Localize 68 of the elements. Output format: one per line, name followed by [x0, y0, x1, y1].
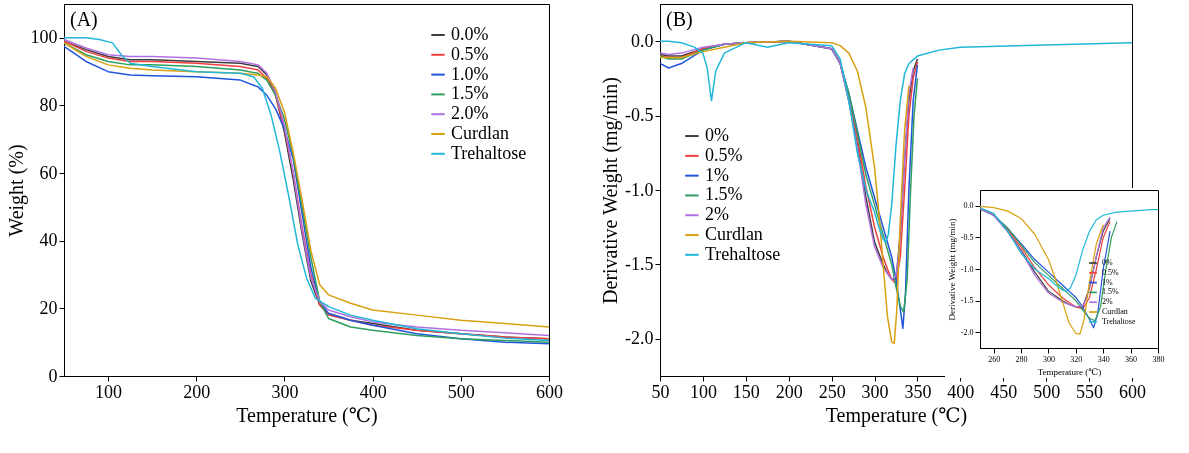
- x-tick-label: 400: [947, 381, 975, 402]
- y-tick-label: 40: [39, 230, 58, 251]
- legend-label: 2.0%: [451, 103, 489, 124]
- x-tick-label: 100: [95, 381, 123, 402]
- legend-label: Trehaltose: [451, 142, 527, 163]
- x-tick-label: 280: [1015, 354, 1028, 364]
- x-tick-label: 500: [1033, 381, 1061, 402]
- y-tick-label: -1.0: [625, 179, 654, 200]
- x-axis-title: Temperature (℃): [236, 403, 378, 427]
- annotation: (A): [70, 8, 98, 31]
- y-tick-label: -2.0: [960, 327, 974, 337]
- y-tick-label: -0.5: [625, 105, 654, 126]
- x-tick-label: 250: [818, 381, 846, 402]
- x-axis-title: Temperature (℃): [825, 403, 968, 427]
- x-tick-label: 380: [1152, 354, 1165, 364]
- x-tick-label: 100: [689, 381, 717, 402]
- legend-label: 0%: [704, 125, 729, 146]
- y-tick-label: 60: [39, 162, 58, 183]
- legend-label: 1%: [704, 164, 729, 185]
- x-tick-label: 550: [1076, 381, 1104, 402]
- x-tick-label: 200: [775, 381, 803, 402]
- legend-label: Trehaltose: [1102, 316, 1136, 326]
- x-tick-label: 320: [1070, 354, 1083, 364]
- legend-label: Curdlan: [451, 123, 509, 143]
- annotation: (B): [666, 8, 693, 31]
- legend-label: 1.5%: [704, 184, 743, 205]
- x-tick-label: 150: [732, 381, 760, 402]
- x-tick-label: 340: [1097, 354, 1110, 364]
- x-tick-label: 500: [447, 381, 475, 402]
- legend-label: 1.5%: [451, 83, 489, 104]
- y-tick-label: -1.0: [960, 264, 974, 274]
- y-tick-label: 0.0: [963, 201, 974, 211]
- y-axis-title: Weight (%): [4, 144, 28, 237]
- x-tick-label: 600: [536, 381, 563, 402]
- legend-label: 2%: [1102, 297, 1113, 307]
- x-tick-label: 260: [988, 354, 1001, 364]
- legend-label: 2%: [704, 204, 729, 225]
- x-tick-label: 450: [990, 381, 1018, 402]
- legend-label: 0.5%: [704, 144, 743, 165]
- legend-label: 0.0%: [451, 24, 489, 44]
- y-tick-label: 80: [39, 94, 58, 115]
- y-axis-title: Derivative Weight (mg/min): [946, 218, 957, 321]
- x-tick-label: 50: [651, 381, 670, 402]
- legend-label: 0.5%: [451, 43, 489, 64]
- x-tick-label: 400: [359, 381, 387, 402]
- x-tick-label: 360: [1125, 354, 1138, 364]
- x-tick-label: 200: [183, 381, 211, 402]
- legend-label: 1%: [1102, 277, 1113, 287]
- y-tick-label: 20: [39, 297, 58, 318]
- legend-label: Curdlan: [1102, 307, 1128, 316]
- x-axis-title: Temperature (℃): [1037, 366, 1102, 377]
- y-tick-label: -1.5: [625, 253, 654, 274]
- y-tick-label: 0.0: [631, 30, 654, 51]
- legend-label: Curdlan: [704, 224, 763, 245]
- x-tick-label: 350: [904, 381, 932, 402]
- x-tick-label: 300: [1042, 354, 1055, 364]
- x-tick-label: 300: [861, 381, 889, 402]
- y-axis-title: Derivative Weight (mg/min): [599, 77, 623, 304]
- legend-label: Trehaltose: [704, 243, 781, 264]
- y-tick-label: -2.0: [625, 328, 654, 349]
- x-tick-label: 300: [271, 381, 299, 402]
- y-tick-label: 0: [48, 365, 58, 386]
- y-tick-label: 100: [30, 27, 58, 48]
- x-tick-label: 600: [1119, 381, 1146, 402]
- legend-label: 1.0%: [451, 63, 489, 84]
- y-tick-label: -1.5: [960, 296, 974, 306]
- legend-label: 1.5%: [1102, 287, 1119, 297]
- y-tick-label: -0.5: [960, 232, 974, 242]
